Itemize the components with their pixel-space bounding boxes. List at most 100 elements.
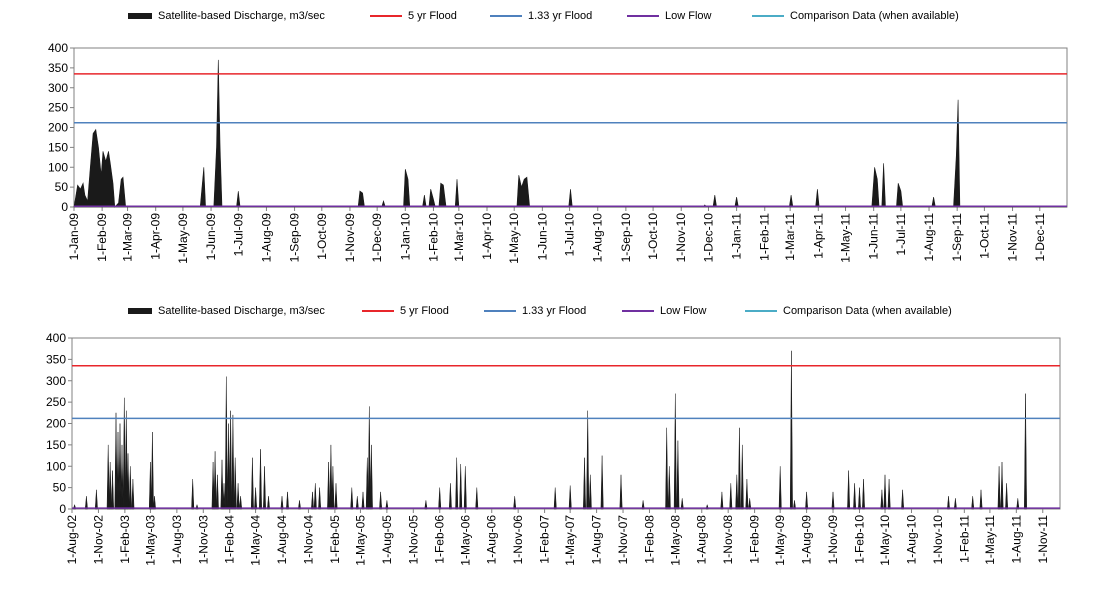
discharge-spike	[745, 479, 749, 510]
discharge-spike	[513, 496, 517, 510]
discharge-spike	[327, 461, 331, 510]
discharge-spike	[847, 470, 851, 510]
legend-swatch-discharge	[128, 308, 152, 314]
discharge-spike	[131, 479, 135, 510]
discharge-spike	[148, 461, 152, 510]
discharge-spike	[254, 487, 258, 510]
x-tick-label: 1-Mar-11	[783, 213, 797, 261]
x-tick-label: 1-Aug-09	[800, 515, 814, 565]
x-tick-label: 1-Sep-10	[619, 213, 633, 263]
discharge-spike	[586, 410, 590, 510]
x-tick-label: 1-Aug-09	[259, 213, 273, 263]
discharge-spike	[475, 487, 479, 510]
discharge-spike	[385, 500, 389, 510]
discharge-spike	[227, 423, 231, 510]
discharge-spike	[789, 350, 793, 510]
legend-swatch-comparison	[752, 15, 784, 17]
y-tick-label: 250	[48, 101, 68, 115]
discharge-spike	[438, 487, 442, 510]
discharge-spike	[379, 491, 383, 510]
plot-area-frame	[71, 337, 1061, 510]
plot-area-frame	[73, 47, 1068, 208]
x-tick-label: 1-Nov-04	[301, 515, 315, 565]
x-tick-label: 1-Aug-06	[485, 515, 499, 565]
discharge-spike	[588, 474, 592, 510]
discharge-spike	[334, 483, 338, 510]
discharge-spike	[953, 498, 957, 510]
discharge-spike	[215, 474, 219, 510]
legend-item-comparison: Comparison Data (when available)	[745, 305, 952, 317]
x-tick-label: 1-Dec-11	[1033, 213, 1047, 262]
y-tick-label: 200	[48, 121, 68, 135]
x-tick-label: 1-Nov-09	[343, 213, 357, 263]
discharge-spike	[1005, 483, 1009, 510]
discharge-spike	[901, 489, 905, 510]
discharge-spike	[153, 496, 156, 510]
y-tick-label: 250	[46, 395, 66, 409]
y-tick-label: 100	[46, 459, 66, 473]
discharge-spike	[463, 466, 467, 510]
x-tick-label: 1-Nov-11	[1006, 213, 1020, 262]
chart-panel-2002-2011: Satellite-based Discharge, m3/sec 5 yr F…	[0, 300, 1094, 608]
discharge-spike	[84, 496, 88, 510]
x-tick-label: 1-Aug-10	[904, 515, 918, 565]
discharge-spike	[213, 451, 217, 510]
discharge-spike	[740, 444, 744, 510]
x-tick-label: 1-Nov-02	[91, 515, 105, 565]
discharge-spike	[673, 393, 677, 510]
x-tick-label: 1-May-09	[773, 515, 787, 566]
x-tick-label: 1-Jun-10	[535, 213, 549, 261]
x-tick-label: 1-Nov-03	[196, 515, 210, 565]
y-tick-label: 150	[46, 438, 66, 452]
discharge-spike	[116, 431, 120, 510]
x-tick-label: 1-May-10	[878, 515, 892, 566]
x-tick-label: 1-Oct-11	[977, 213, 991, 259]
discharge-spike	[676, 440, 680, 510]
discharge-spike	[680, 498, 684, 510]
discharge-spike	[313, 483, 317, 510]
y-tick-label: 300	[46, 374, 66, 388]
discharge-series	[73, 350, 1027, 510]
x-tick-label: 1-Feb-08	[642, 515, 656, 564]
x-tick-label: 1-Feb-10	[852, 515, 866, 564]
discharge-spike	[286, 491, 289, 510]
discharge-spike	[350, 487, 354, 510]
x-tick-label: 1-Jan-11	[730, 213, 744, 260]
x-tick-label: 1-Jul-11	[894, 213, 908, 256]
x-tick-label: 1-Feb-03	[118, 515, 132, 564]
discharge-spike	[880, 489, 884, 510]
discharge-spike	[150, 431, 154, 510]
legend-item-discharge: Satellite-based Discharge, m3/sec	[128, 10, 325, 22]
legend-item-discharge: Satellite-based Discharge, m3/sec	[128, 305, 325, 317]
discharge-spike	[971, 496, 975, 510]
x-tick-label: 1-Nov-09	[826, 515, 840, 565]
y-tick-label: 400	[46, 331, 66, 345]
discharge-spike	[211, 461, 215, 510]
x-tick-label: 1-Mar-09	[121, 213, 135, 262]
x-tick-label: 1-May-11	[839, 213, 853, 263]
x-tick-label: 1-Aug-08	[695, 515, 709, 565]
y-tick-label: 50	[55, 180, 69, 194]
x-tick-label: 1-Aug-04	[275, 515, 289, 565]
discharge-spike	[318, 487, 322, 510]
x-tick-label: 1-May-09	[176, 213, 190, 264]
discharge-spike	[583, 457, 586, 510]
y-tick-label: 50	[53, 481, 67, 495]
legend-label-flood133: 1.33 yr Flood	[528, 10, 593, 22]
x-tick-label: 1-May-07	[563, 515, 577, 566]
x-tick-label: 1-May-08	[668, 515, 682, 566]
discharge-spike	[108, 461, 112, 510]
legend-label-discharge: Satellite-based Discharge, m3/sec	[158, 305, 325, 317]
discharge-spike	[1024, 393, 1027, 510]
x-tick-label: 1-Feb-11	[957, 515, 971, 563]
legend-item-lowflow: Low Flow	[627, 10, 711, 22]
discharge-spike	[231, 414, 235, 510]
x-tick-label: 1-Aug-07	[590, 515, 604, 565]
x-tick-label: 1-Feb-10	[426, 213, 440, 262]
legend-swatch-flood5	[362, 310, 394, 312]
legend-item-comparison: Comparison Data (when available)	[752, 10, 959, 22]
legend-label-comparison: Comparison Data (when available)	[783, 305, 952, 317]
discharge-spike	[122, 397, 126, 510]
x-tick-label: 1-Nov-05	[406, 515, 420, 565]
discharge-spike	[298, 500, 301, 510]
